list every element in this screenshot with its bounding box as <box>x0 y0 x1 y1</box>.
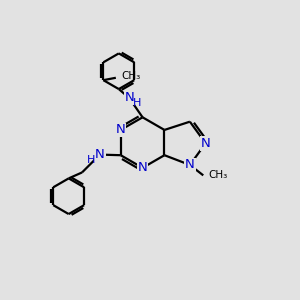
Text: N: N <box>95 148 105 161</box>
Text: H: H <box>133 98 142 108</box>
Text: N: N <box>201 137 211 150</box>
Text: N: N <box>185 158 195 172</box>
Text: H: H <box>87 155 96 165</box>
Text: N: N <box>124 92 134 104</box>
Text: CH₃: CH₃ <box>121 71 140 81</box>
Text: N: N <box>138 161 147 174</box>
Text: N: N <box>116 123 126 136</box>
Text: CH₃: CH₃ <box>208 170 228 180</box>
